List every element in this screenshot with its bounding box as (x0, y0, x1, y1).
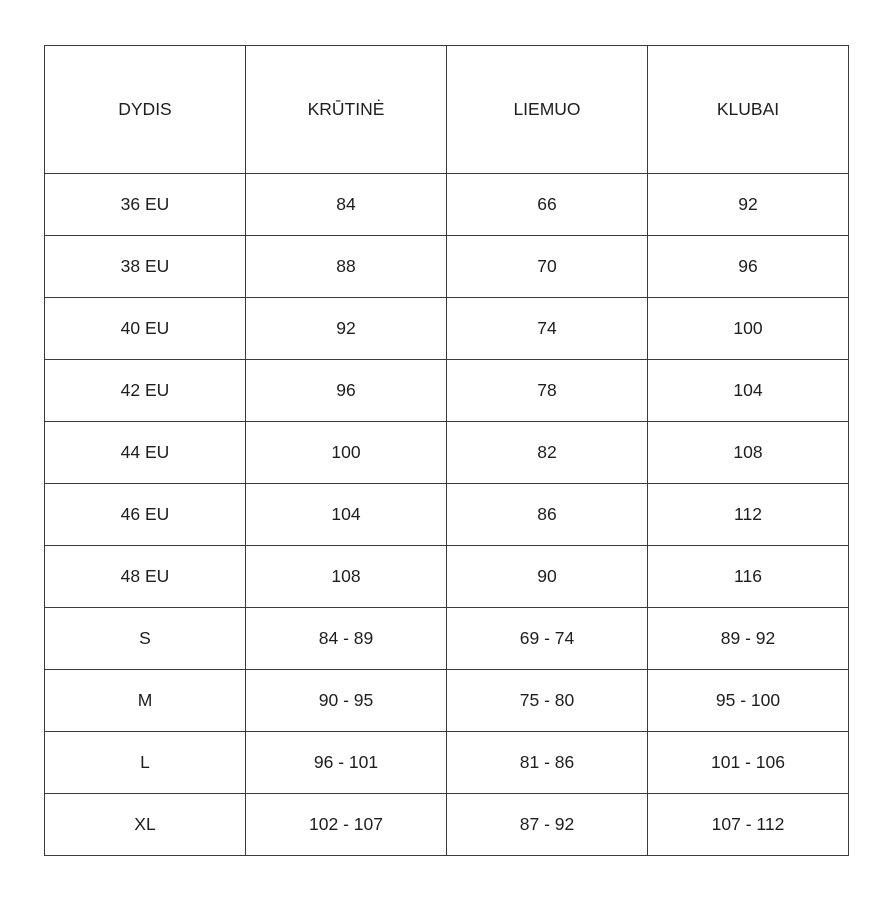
table-cell: 46 EU (44, 483, 246, 546)
table-cell: 95 - 100 (647, 669, 849, 732)
table-cell: 108 (245, 545, 447, 608)
table-row: M 90 - 95 75 - 80 95 - 100 (44, 669, 849, 732)
table-cell: 96 - 101 (245, 731, 447, 794)
table-cell: 90 - 95 (245, 669, 447, 732)
table-cell: 100 (245, 421, 447, 484)
column-header-waist: LIEMUO (446, 45, 648, 174)
table-cell: 44 EU (44, 421, 246, 484)
table-cell: 101 - 106 (647, 731, 849, 794)
table-cell: 108 (647, 421, 849, 484)
table-cell: 96 (647, 235, 849, 298)
table-cell: 48 EU (44, 545, 246, 608)
column-header-hips: KLUBAI (647, 45, 849, 174)
table-cell: 100 (647, 297, 849, 360)
table-row: 42 EU 96 78 104 (44, 359, 849, 422)
header-row: DYDIS KRŪTINĖ LIEMUO KLUBAI (44, 45, 849, 174)
table-cell: 116 (647, 545, 849, 608)
table-row: S 84 - 89 69 - 74 89 - 92 (44, 607, 849, 670)
column-header-size: DYDIS (44, 45, 246, 174)
table-cell: 70 (446, 235, 648, 298)
table-cell: 96 (245, 359, 447, 422)
table-cell: 87 - 92 (446, 793, 648, 856)
table-cell: 42 EU (44, 359, 246, 422)
table-row: 44 EU 100 82 108 (44, 421, 849, 484)
table-cell: M (44, 669, 246, 732)
table-row: 40 EU 92 74 100 (44, 297, 849, 360)
column-header-chest: KRŪTINĖ (245, 45, 447, 174)
table-cell: 69 - 74 (446, 607, 648, 670)
table-cell: 88 (245, 235, 447, 298)
table-row: 36 EU 84 66 92 (44, 173, 849, 236)
table-row: 46 EU 104 86 112 (44, 483, 849, 546)
table-cell: 84 (245, 173, 447, 236)
table-cell: L (44, 731, 246, 794)
table-cell: S (44, 607, 246, 670)
table-cell: 75 - 80 (446, 669, 648, 732)
table-cell: 89 - 92 (647, 607, 849, 670)
table-row: 38 EU 88 70 96 (44, 235, 849, 298)
table-cell: 92 (245, 297, 447, 360)
table-cell: 81 - 86 (446, 731, 648, 794)
table-cell: 40 EU (44, 297, 246, 360)
table-cell: 104 (245, 483, 447, 546)
table-cell: 82 (446, 421, 648, 484)
table-cell: 102 - 107 (245, 793, 447, 856)
table-cell: XL (44, 793, 246, 856)
table-cell: 78 (446, 359, 648, 422)
table-cell: 107 - 112 (647, 793, 849, 856)
table-cell: 38 EU (44, 235, 246, 298)
table-row: L 96 - 101 81 - 86 101 - 106 (44, 731, 849, 794)
table-cell: 74 (446, 297, 648, 360)
table-cell: 66 (446, 173, 648, 236)
table-cell: 112 (647, 483, 849, 546)
table-row: XL 102 - 107 87 - 92 107 - 112 (44, 793, 849, 856)
size-chart-table: DYDIS KRŪTINĖ LIEMUO KLUBAI 36 EU 84 66 92 38 E… (44, 45, 849, 856)
table-cell: 86 (446, 483, 648, 546)
table-cell: 104 (647, 359, 849, 422)
table-row: 48 EU 108 90 116 (44, 545, 849, 608)
table-cell: 84 - 89 (245, 607, 447, 670)
table-cell: 90 (446, 545, 648, 608)
table-cell: 92 (647, 173, 849, 236)
table-cell: 36 EU (44, 173, 246, 236)
